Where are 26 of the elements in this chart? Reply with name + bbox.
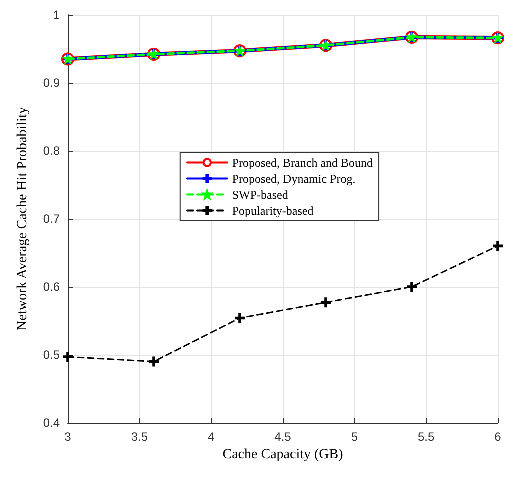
x-tick-label: 4 (208, 430, 215, 444)
legend-label: Proposed, Branch and Bound (232, 156, 374, 170)
point (407, 282, 417, 292)
y-tick-label: 0.8 (43, 144, 60, 158)
x-tick-label: 5 (351, 430, 358, 444)
x-tick-label: 3 (64, 430, 72, 444)
y-tick-label: 0.9 (43, 76, 60, 90)
y-tick-label: 0.7 (43, 212, 60, 226)
y-tick-label: 0.5 (43, 348, 60, 362)
point (321, 298, 331, 308)
point (493, 241, 503, 252)
x-tick-label: 4.5 (274, 430, 292, 444)
point (235, 313, 245, 324)
x-tick-label: 5.5 (418, 430, 435, 444)
legend-label: Popularity-based (232, 204, 314, 218)
y-tick-label: 0.6 (43, 280, 60, 294)
x-tick-label: 6 (494, 430, 502, 444)
legend-label: SWP-based (232, 188, 288, 202)
y-axis-title: Network Average Cache Hit Probability (16, 107, 30, 331)
y-tick-label: 0.4 (43, 416, 60, 430)
y-tick-label: 1 (53, 8, 60, 22)
point (63, 352, 73, 362)
point (149, 356, 159, 367)
x-tick-label: 3.5 (131, 430, 148, 444)
x-axis-title: Cache Capacity (GB) (222, 447, 344, 462)
legend-label: Proposed, Dynamic Prog. (232, 172, 356, 186)
